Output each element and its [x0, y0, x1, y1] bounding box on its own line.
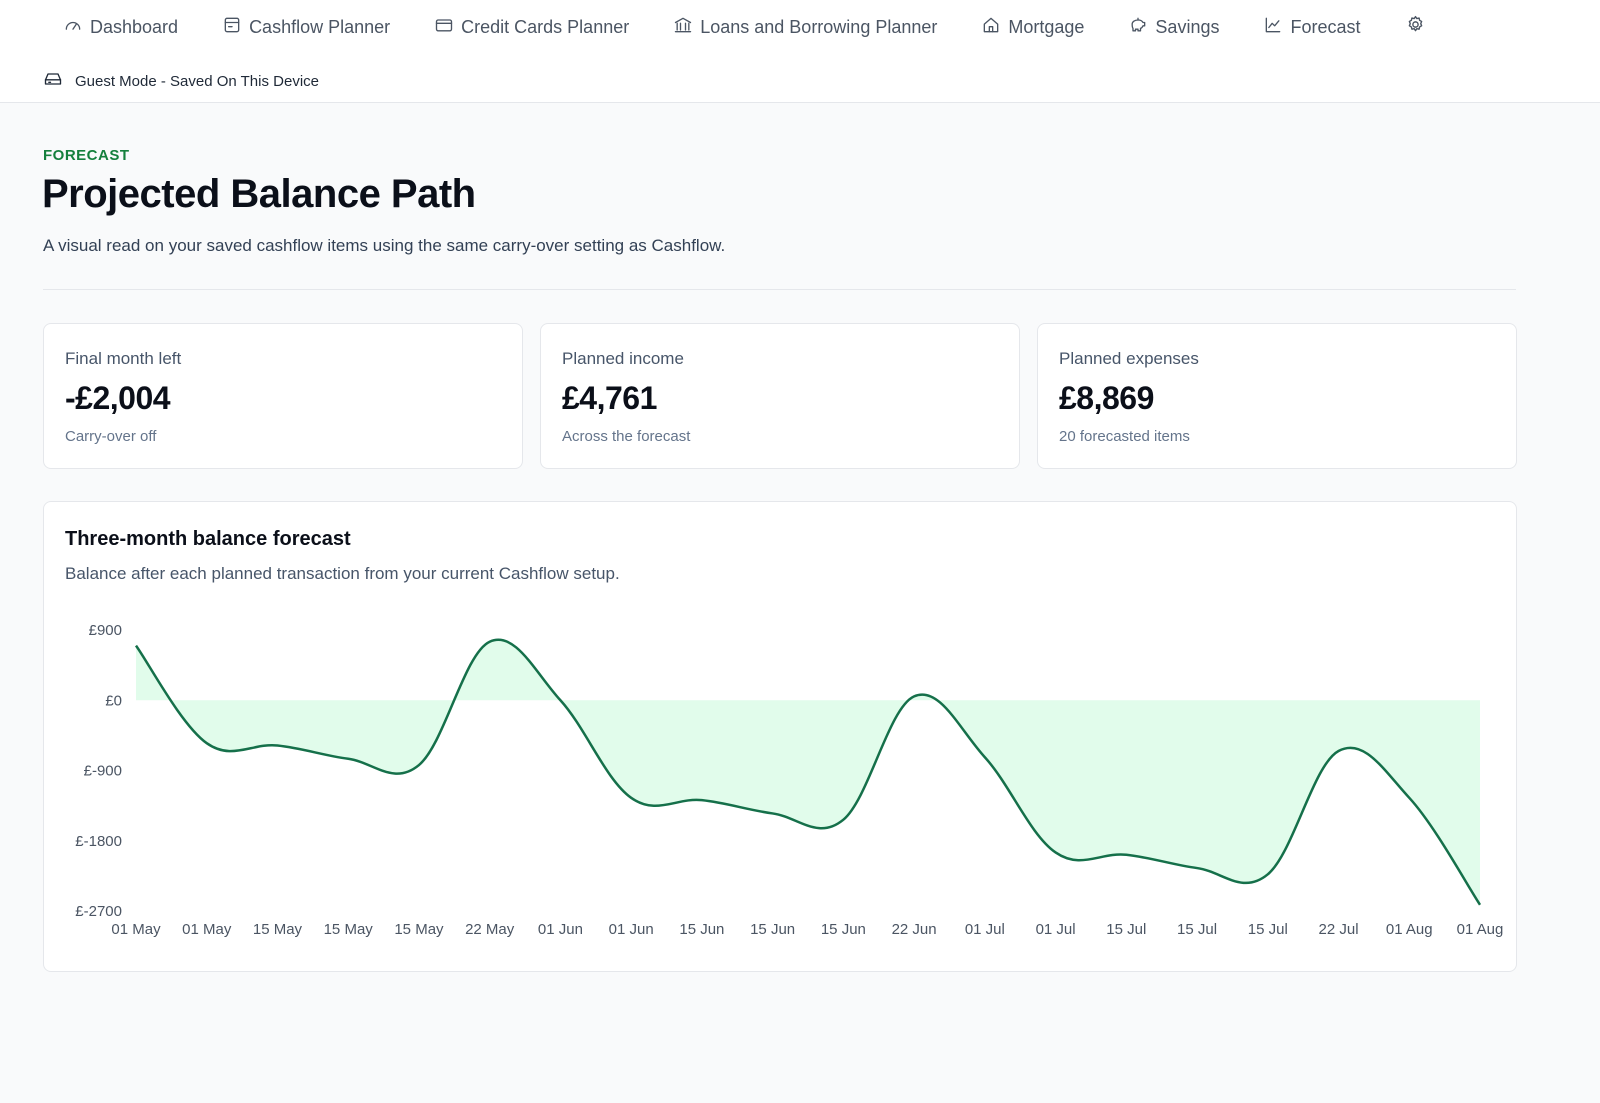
nav-item-label: Forecast — [1290, 16, 1361, 37]
y-tick-label: £900 — [89, 622, 122, 639]
nav-item-credit-cards-planner[interactable]: Credit Cards Planner — [434, 15, 629, 40]
nav-item-label: Savings — [1155, 16, 1220, 37]
stat-card-planned-income: Planned income £4,761 Across the forecas… — [540, 323, 1020, 469]
page-subtitle: A visual read on your saved cashflow ite… — [43, 236, 726, 255]
x-tick-label: 22 Jul — [1319, 921, 1359, 938]
stat-value: £4,761 — [562, 380, 657, 416]
stat-card-planned-expenses: Planned expenses £8,869 20 forecasted it… — [1037, 323, 1517, 469]
x-tick-label: 15 May — [253, 921, 303, 938]
x-tick-label: 01 Aug — [1386, 921, 1433, 938]
x-tick-label: 22 May — [465, 921, 515, 938]
divider — [43, 289, 1516, 290]
nav-item-label: Dashboard — [90, 16, 179, 37]
y-tick-label: £0 — [105, 692, 122, 709]
x-tick-label: 01 Jul — [1036, 921, 1076, 938]
forecast-chart-card: Three-month balance forecast Balance aft… — [43, 501, 1517, 972]
nav-item-label: Credit Cards Planner — [461, 16, 630, 37]
nav-item-loans-and-borrowing-planner[interactable]: Loans and Borrowing Planner — [673, 15, 937, 40]
x-tick-label: 15 Jul — [1177, 921, 1217, 938]
stat-label: Planned income — [562, 349, 684, 368]
x-tick-label: 15 Jun — [821, 921, 866, 938]
chart-subtitle: Balance after each planned transaction f… — [65, 564, 620, 583]
line-chart-icon — [1263, 15, 1283, 40]
wallet-icon — [222, 15, 242, 40]
stat-label: Final month left — [65, 349, 182, 368]
hard-drive-icon — [43, 69, 63, 93]
x-tick-label: 01 Jul — [965, 921, 1005, 938]
stat-value: -£2,004 — [65, 380, 171, 416]
balance-line — [134, 638, 1482, 906]
stat-card-final-month: Final month left -£2,004 Carry-over off — [43, 323, 523, 469]
x-tick-label: 01 May — [111, 921, 161, 938]
stat-note: 20 forecasted items — [1059, 428, 1190, 445]
x-tick-label: 15 Jul — [1248, 921, 1288, 938]
y-tick-label: £-2700 — [75, 903, 122, 920]
y-tick-label: £-1800 — [75, 833, 122, 850]
stat-note: Carry-over off — [65, 428, 157, 445]
bank-icon — [673, 15, 693, 40]
main-nav: Dashboard Cashflow Planner Credit Cards … — [63, 14, 1470, 40]
x-tick-label: 15 May — [394, 921, 444, 938]
x-tick-label: 15 Jul — [1106, 921, 1146, 938]
nav-item-dashboard[interactable]: Dashboard — [63, 15, 178, 40]
nav-item-mortgage[interactable]: Mortgage — [981, 15, 1084, 40]
nav-item-cashflow-planner[interactable]: Cashflow Planner — [222, 15, 390, 40]
stat-value: £8,869 — [1059, 380, 1154, 416]
x-tick-label: 22 Jun — [892, 921, 937, 938]
x-tick-label: 15 May — [324, 921, 374, 938]
stat-label: Planned expenses — [1059, 349, 1199, 368]
x-tick-label: 01 May — [182, 921, 232, 938]
y-tick-label: £-900 — [84, 763, 122, 780]
x-tick-label: 01 Jun — [609, 921, 654, 938]
piggy-bank-icon — [1128, 15, 1148, 40]
nav-item-label: Mortgage — [1008, 16, 1085, 37]
page-title: Projected Balance Path — [42, 172, 476, 216]
guest-mode-indicator: Guest Mode - Saved On This Device — [43, 69, 319, 93]
x-tick-label: 15 Jun — [679, 921, 724, 938]
guest-mode-label: Guest Mode - Saved On This Device — [75, 72, 319, 90]
nav-item-savings[interactable]: Savings — [1128, 15, 1219, 40]
chart-title: Three-month balance forecast — [65, 528, 351, 550]
stat-note: Across the forecast — [562, 428, 691, 445]
gauge-icon — [63, 15, 83, 40]
x-tick-label: 15 Jun — [750, 921, 795, 938]
top-bar: Dashboard Cashflow Planner Credit Cards … — [0, 0, 1600, 103]
balance-area — [136, 639, 1480, 905]
x-tick-label: 01 Jun — [538, 921, 583, 938]
home-icon — [981, 15, 1001, 40]
nav-item-label: Cashflow Planner — [249, 16, 391, 37]
nav-item-forecast[interactable]: Forecast — [1263, 15, 1361, 40]
page-eyebrow: FORECAST — [43, 147, 130, 164]
credit-card-icon — [434, 15, 454, 40]
gear-icon — [1405, 14, 1426, 40]
x-tick-label: 01 Aug — [1457, 921, 1504, 938]
nav-item-label: Loans and Borrowing Planner — [700, 16, 938, 37]
settings-button[interactable] — [1405, 14, 1426, 40]
